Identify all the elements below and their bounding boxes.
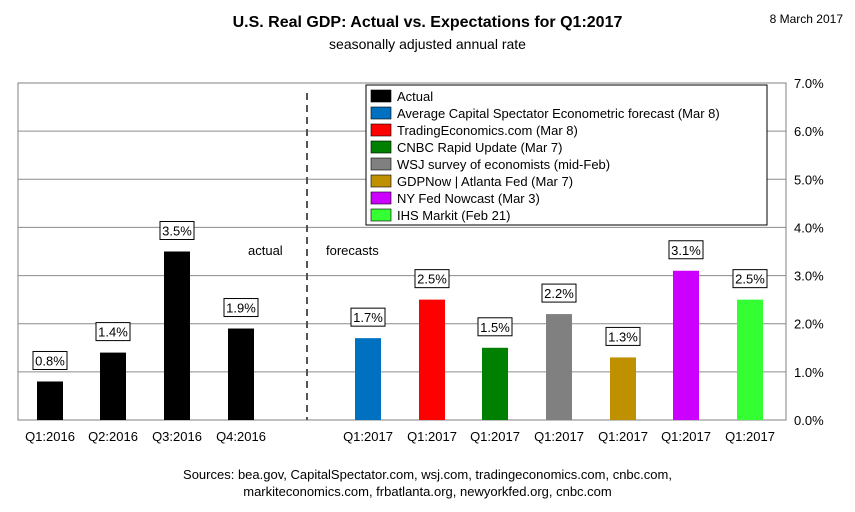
chart-date: 8 March 2017	[769, 12, 843, 26]
bar	[164, 251, 190, 420]
bar	[673, 270, 699, 420]
y-tick-label: 1.0%	[794, 365, 824, 380]
legend-swatch	[370, 106, 392, 120]
data-label: 1.4%	[98, 325, 128, 340]
legend-swatch	[370, 174, 392, 188]
data-label: 1.9%	[226, 301, 256, 316]
legend-swatch	[370, 191, 392, 205]
x-tick-label: Q1:2017	[407, 429, 457, 444]
x-tick-label: Q1:2017	[598, 429, 648, 444]
data-label: 1.5%	[480, 320, 510, 335]
legend-entry: NY Fed Nowcast (Mar 3)	[397, 191, 540, 206]
sources-note: Sources: bea.gov, CapitalSpectator.com, …	[0, 466, 855, 500]
sources-line-1: Sources: bea.gov, CapitalSpectator.com, …	[183, 467, 672, 482]
x-tick-label: Q2:2016	[88, 429, 138, 444]
data-label-box	[541, 283, 577, 303]
x-tick-label: Q1:2017	[470, 429, 520, 444]
legend-entry: TradingEconomics.com (Mar 8)	[397, 123, 578, 138]
data-label: 2.5%	[417, 272, 447, 287]
legend-entry: WSJ survey of economists (mid-Feb)	[397, 157, 610, 172]
data-label-box	[477, 317, 513, 337]
data-label: 2.5%	[735, 272, 765, 287]
data-label: 0.8%	[35, 353, 65, 368]
data-label-box	[350, 307, 386, 327]
y-tick-label: 4.0%	[794, 220, 824, 235]
x-tick-label: Q1:2017	[343, 429, 393, 444]
sources-line-2: markiteconomics.com, frbatlanta.org, new…	[243, 484, 612, 499]
x-tick-label: Q1:2017	[534, 429, 584, 444]
bar	[355, 338, 381, 420]
y-tick-label: 7.0%	[794, 76, 824, 91]
data-label-box	[159, 221, 195, 240]
plot-area	[17, 82, 787, 421]
legend-entry: GDPNow | Atlanta Fed (Mar 7)	[397, 174, 573, 189]
annotation-actual: actual	[248, 243, 283, 258]
chart-title: U.S. Real GDP: Actual vs. Expectations f…	[232, 14, 623, 31]
chart-subtitle: seasonally adjusted annual rate	[329, 36, 526, 52]
data-label-box	[732, 269, 768, 289]
bar	[37, 381, 63, 420]
x-tick-label: Q4:2016	[216, 429, 266, 444]
legend-entry: Actual	[397, 89, 433, 104]
legend-swatch	[370, 123, 392, 137]
legend-entry: IHS Markit (Feb 21)	[397, 208, 510, 223]
data-label: 2.2%	[544, 286, 574, 301]
y-tick-label: 3.0%	[794, 269, 824, 284]
x-tick-label: Q1:2017	[725, 429, 775, 444]
data-label: 1.7%	[353, 310, 383, 325]
data-label-box	[414, 269, 450, 289]
data-label-box	[32, 350, 68, 370]
legend-entry: CNBC Rapid Update (Mar 7)	[397, 140, 562, 155]
bar	[100, 352, 126, 420]
data-label-box	[95, 322, 131, 342]
legend-swatch	[370, 208, 392, 222]
annotation-forecasts: forecasts	[326, 243, 379, 258]
y-tick-label: 2.0%	[794, 317, 824, 332]
data-label: 3.5%	[162, 224, 192, 239]
legend-swatch	[370, 89, 392, 103]
data-label-box	[668, 240, 704, 260]
x-tick-label: Q1:2017	[661, 429, 711, 444]
data-label: 3.1%	[671, 243, 701, 258]
bar	[610, 357, 636, 420]
y-tick-label: 6.0%	[794, 124, 824, 139]
bar	[546, 314, 572, 420]
x-tick-label: Q1:2016	[25, 429, 75, 444]
y-tick-label: 0.0%	[794, 413, 824, 428]
bar	[228, 328, 254, 420]
y-tick-label: 5.0%	[794, 172, 824, 187]
legend-swatch	[370, 157, 392, 171]
legend-box	[365, 84, 768, 226]
data-label-box	[223, 298, 259, 318]
legend-entry: Average Capital Spectator Econometric fo…	[397, 106, 720, 121]
bar	[482, 347, 508, 420]
bar	[737, 299, 763, 420]
data-label: 1.3%	[608, 329, 638, 344]
x-tick-label: Q3:2016	[152, 429, 202, 444]
legend-swatch	[370, 140, 392, 154]
data-label-box	[605, 326, 641, 346]
bar	[419, 299, 445, 420]
